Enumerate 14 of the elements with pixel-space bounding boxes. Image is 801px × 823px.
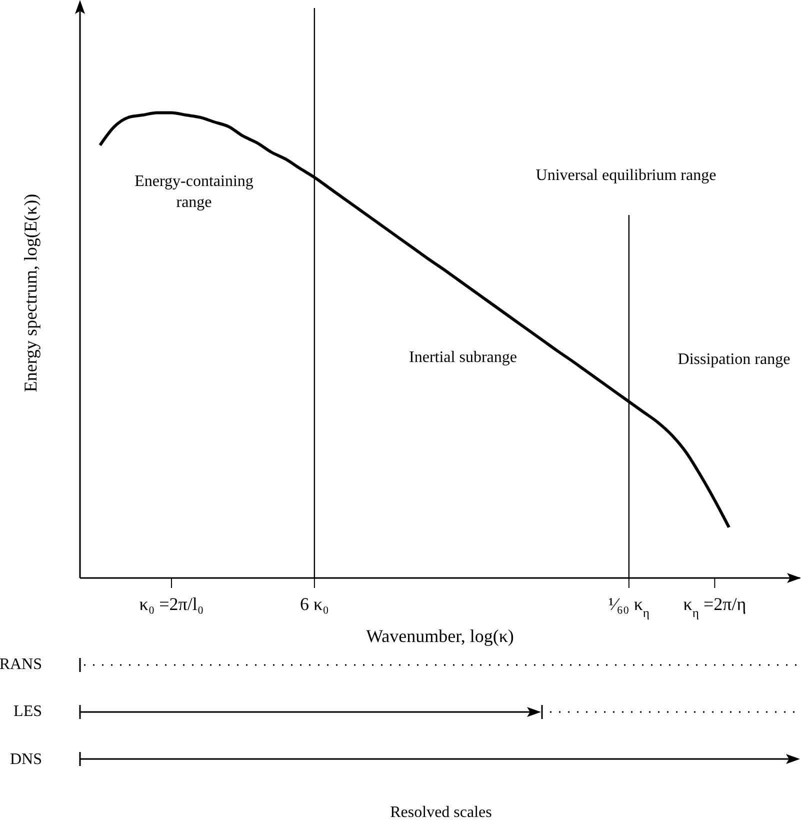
x-tick-label: κ$_{η}$ =2π/η	[683, 594, 746, 620]
annotation: Universal equilibrium range	[534, 166, 718, 186]
text: RANS	[0, 655, 42, 675]
text: Resolved scales	[389, 803, 493, 823]
annotation: Dissipation range	[676, 350, 792, 370]
annotation: Energy-containing range	[134, 172, 254, 213]
x-tick-label: 6 κ₀	[300, 594, 329, 614]
x-axis-title: Wavenumber, log(κ)	[366, 626, 514, 646]
text: LES	[12, 702, 42, 722]
annotation: Inertial subrange	[408, 348, 518, 368]
text: DNS	[8, 750, 42, 770]
x-tick-label: ¹⁄₆₀ κ$_{η}$	[608, 594, 650, 620]
x-tick-label: κ₀ =2π/l₀	[139, 594, 204, 614]
y-axis-title: Energy spectrum, log(E(κ))	[20, 194, 40, 392]
